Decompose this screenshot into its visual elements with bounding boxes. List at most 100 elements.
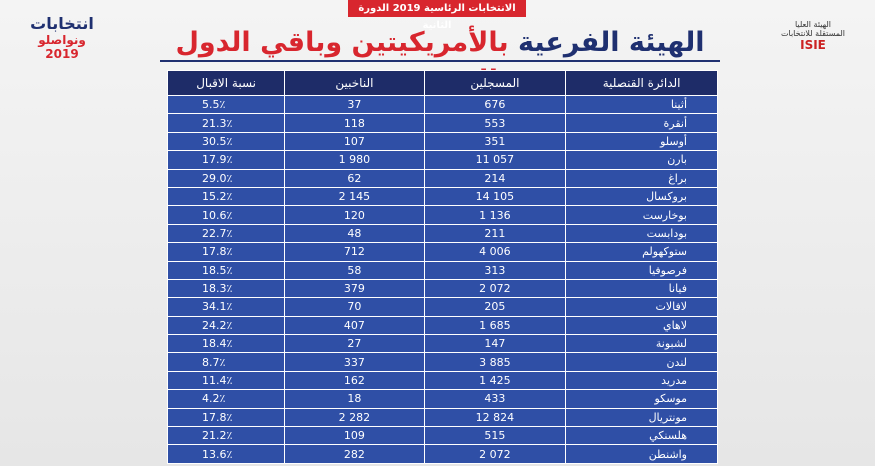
table-cell: 18.5٪ [166,260,286,280]
table-cell: أنقرة [565,113,718,133]
table-cell: 337 [284,352,425,372]
table-cell: بوخارست [565,205,718,225]
logo-text: انتخابات [30,14,94,33]
table-cell: 70 [284,297,425,317]
table-cell: 712 [284,242,425,262]
results-table: الدائرة القنصلية المسجلين الناخبين نسبة الا… [166,70,718,464]
table-cell: 162 [284,370,425,391]
table-cell: 3 885 [423,352,567,372]
table-cell: لافالات [565,297,718,317]
table-cell: 10.6٪ [166,205,286,225]
table-cell: 18.3٪ [166,278,286,299]
table-cell: فرصوفيا [565,260,718,280]
column-header: الدائرة القنصلية [565,70,718,96]
column-header: الناخبين [284,70,425,96]
table-cell: هلسنكي [565,426,718,446]
table-cell: 1 425 [423,370,567,391]
header-row: الدائرة القنصلية المسجلين الناخبين نسبة الا… [166,70,718,96]
table-cell: 13.6٪ [166,444,286,464]
table-cell: 18 [284,389,425,409]
table-cell: مدريد [565,370,718,391]
table-row: لاهاي 1 685 407 24.2٪ [166,315,718,336]
table-row: بودابست 211 48 22.7٪ [166,223,718,244]
table-row: فيانا 2 072 379 18.3٪ [166,278,718,299]
table-body: أثينا 676 37 5.5٪ أنقرة 553 118 21.3٪ أوسلو 351 10… [166,94,718,464]
banner: الانتخابات الرئاسية 2019 الدورة الثانية [348,0,526,31]
table-cell: 313 [423,260,567,280]
table-cell: 5.5٪ [166,94,286,115]
table-cell: لشبونة [565,334,718,354]
table-cell: 34.1٪ [166,297,286,317]
table-cell: 515 [423,426,567,446]
table-cell: أوسلو [565,131,718,152]
table-cell: بودابست [565,223,718,244]
column-header: نسبة الاقبال [166,70,286,96]
table-row: هلسنكي 515 109 21.2٪ [166,426,718,446]
table-cell: 24.2٪ [166,315,286,336]
table-row: واشنطن 2 072 282 13.6٪ [166,444,718,464]
table-cell: 21.3٪ [166,113,286,133]
table-cell: 62 [284,168,425,188]
table-cell: 2 282 [284,407,425,428]
table-cell: 1 685 [423,315,567,336]
table-cell: 8.7٪ [166,352,286,372]
table-cell: 17.8٪ [166,242,286,262]
table-cell: 379 [284,278,425,299]
table-cell: 2 145 [284,186,425,207]
table-row: مدريد 1 425 162 11.4٪ [166,370,718,391]
table-row: مونتريال 12 824 2 282 17.8٪ [166,407,718,428]
table-row: أوسلو 351 107 30.5٪ [166,131,718,152]
table-row: بارن 11 057 1 980 17.9٪ [166,150,718,170]
table-cell: 211 [423,223,567,244]
table-cell: 2 072 [423,278,567,299]
table-cell: 351 [423,131,567,152]
table-cell: 676 [423,94,567,115]
table-cell: 18.4٪ [166,334,286,354]
logo-text: الهيئة العليا المستقلة للانتخابات [780,20,845,38]
table-cell: 48 [284,223,425,244]
table-row: ستوكهولم 4 006 712 17.8٪ [166,242,718,262]
table-cell: 30.5٪ [166,131,286,152]
table-cell: بروكسال [565,186,718,207]
table-cell: 22.7٪ [166,223,286,244]
table-cell: 11.4٪ [166,370,286,391]
table-cell: 553 [423,113,567,133]
table-row: لافالات 205 70 34.1٪ [166,297,718,317]
logo: الهيئة العليا المستقلة للانتخابات ISIE [780,20,846,52]
table-cell: 37 [284,94,425,115]
table-cell: 14 105 [423,186,567,207]
table-row: أنقرة 553 118 21.3٪ [166,113,718,133]
table-cell: 27 [284,334,425,354]
table-cell: أثينا [565,94,718,115]
table-cell: 2 072 [423,444,567,464]
table-cell: لاهاي [565,315,718,336]
table-row: لندن 3 885 337 8.7٪ [166,352,718,372]
table-cell: 1 136 [423,205,567,225]
table-cell: براغ [565,168,718,188]
table-cell: 4 006 [423,242,567,262]
table-cell: 107 [284,131,425,152]
table-cell: لندن [565,352,718,372]
table-cell: 11 057 [423,150,567,170]
table-cell: 58 [284,260,425,280]
table-row: براغ 214 62 29.0٪ [166,168,718,188]
table-row: بوخارست 1 136 120 10.6٪ [166,205,718,225]
table-cell: 1 980 [284,150,425,170]
table-cell: مونتريال [565,407,718,428]
table-row: موسكو 433 18 4.2٪ [166,389,718,409]
logo-text: ونواصلو 2019 [38,33,86,61]
table-cell: 12 824 [423,407,567,428]
table-cell: 433 [423,389,567,409]
table-cell: 17.8٪ [166,407,286,428]
logo-text: ISIE [800,38,826,52]
table-cell: ستوكهولم [565,242,718,262]
table-cell: 214 [423,168,567,188]
table-cell: 4.2٪ [166,389,286,409]
table-row: لشبونة 147 27 18.4٪ [166,334,718,354]
table-cell: 120 [284,205,425,225]
table-row: بروكسال 14 105 2 145 15.2٪ [166,186,718,207]
title-part: الهيئة الفرعية [518,27,705,58]
table-cell: 407 [284,315,425,336]
